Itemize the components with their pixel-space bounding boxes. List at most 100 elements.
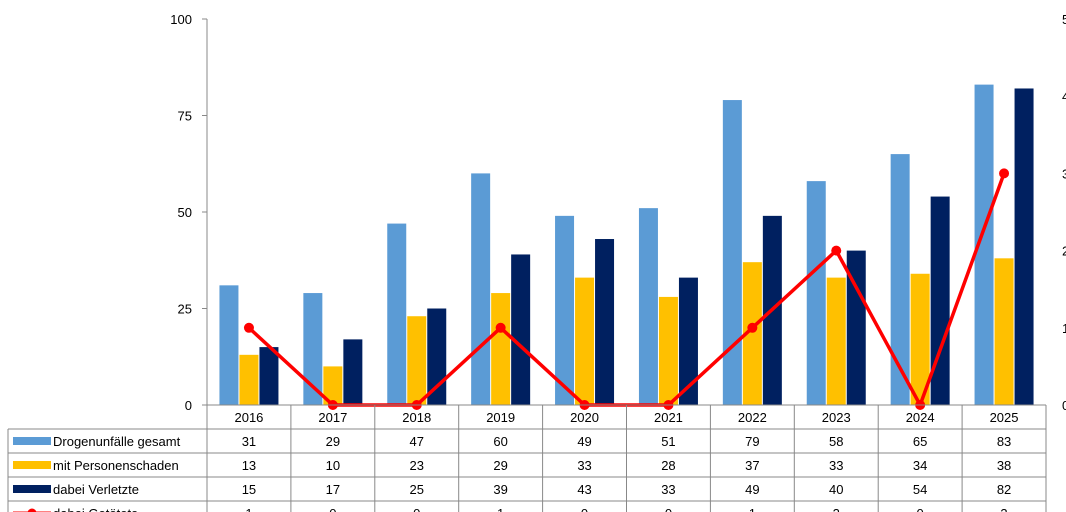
bar xyxy=(555,215,575,405)
right-tick-label: 3 xyxy=(1062,166,1066,181)
table-value: 34 xyxy=(913,458,927,473)
table-value: 33 xyxy=(577,458,591,473)
table-value: 47 xyxy=(410,434,424,449)
left-tick-label: 50 xyxy=(178,205,192,220)
left-tick-label: 25 xyxy=(178,302,192,317)
bar xyxy=(387,223,407,405)
bar xyxy=(1014,88,1034,405)
table-value: 39 xyxy=(493,482,507,497)
table-value: 3 xyxy=(1000,506,1007,512)
table-value: 83 xyxy=(997,434,1011,449)
line-point xyxy=(831,245,842,256)
table-value: 31 xyxy=(242,434,256,449)
category-label: 2016 xyxy=(234,410,263,425)
table-value: 65 xyxy=(913,434,927,449)
category-label: 2022 xyxy=(738,410,767,425)
category-label: 2023 xyxy=(822,410,851,425)
line-point xyxy=(495,322,506,333)
left-tick-label: 0 xyxy=(185,398,192,413)
bar xyxy=(239,354,259,405)
bar xyxy=(595,239,615,405)
table-value: 43 xyxy=(577,482,591,497)
table-value: 38 xyxy=(997,458,1011,473)
right-tick-label: 1 xyxy=(1062,321,1066,336)
bar xyxy=(323,366,343,405)
category-label: 2024 xyxy=(906,410,935,425)
bar xyxy=(994,258,1014,405)
bar xyxy=(806,181,826,405)
table-value: 51 xyxy=(661,434,675,449)
table-value: 17 xyxy=(326,482,340,497)
line-point xyxy=(747,322,758,333)
bar xyxy=(678,277,698,405)
table-value: 28 xyxy=(661,458,675,473)
bars xyxy=(219,84,1034,406)
category-label: 2018 xyxy=(402,410,431,425)
table-value: 54 xyxy=(913,482,927,497)
category-label: 2020 xyxy=(570,410,599,425)
table-value: 0 xyxy=(413,506,420,512)
table-value: 40 xyxy=(829,482,843,497)
bar xyxy=(826,277,846,405)
line-point xyxy=(243,322,254,333)
table-value: 2 xyxy=(833,506,840,512)
bar xyxy=(638,208,658,405)
right-tick-label: 0 xyxy=(1062,398,1066,413)
table-value: 0 xyxy=(665,506,672,512)
series-name: mit Personenschaden xyxy=(53,458,179,473)
left-axis: 0 25 50 75 100 xyxy=(170,12,208,413)
table-value: 13 xyxy=(242,458,256,473)
bar xyxy=(722,100,742,405)
bar xyxy=(930,196,950,405)
right-tick-label: 4 xyxy=(1062,89,1066,104)
bar xyxy=(511,254,531,405)
table-value: 79 xyxy=(745,434,759,449)
table-value: 10 xyxy=(326,458,340,473)
legend-marker xyxy=(27,508,37,512)
bar xyxy=(658,296,678,405)
right-tick-label: 5 xyxy=(1062,12,1066,27)
legend-swatch xyxy=(13,461,51,469)
series-name: dabei Verletzte xyxy=(53,482,139,497)
category-label: 2021 xyxy=(654,410,683,425)
table-value: 1 xyxy=(497,506,504,512)
bar xyxy=(910,273,930,405)
table-value: 49 xyxy=(745,482,759,497)
bar xyxy=(491,293,511,405)
right-tick-label: 2 xyxy=(1062,244,1066,259)
bar xyxy=(846,250,866,405)
bar xyxy=(219,285,239,405)
table-value: 0 xyxy=(917,506,924,512)
bar xyxy=(742,262,762,405)
legend-swatch xyxy=(13,437,51,445)
table-value: 1 xyxy=(749,506,756,512)
data-table: 2016 2017 2018 2019 2020 2021 2022 2023 2024 2025… xyxy=(7,404,1047,512)
table-value: 82 xyxy=(997,482,1011,497)
series-name: dabei Getötete xyxy=(53,506,138,512)
table-value: 0 xyxy=(581,506,588,512)
series-name: Drogenunfälle gesamt xyxy=(53,434,181,449)
line-point xyxy=(999,168,1010,179)
category-label: 2025 xyxy=(990,410,1019,425)
category-label: 2019 xyxy=(486,410,515,425)
left-tick-label: 75 xyxy=(178,109,192,124)
table-value: 60 xyxy=(493,434,507,449)
table-value: 23 xyxy=(410,458,424,473)
table-value: 49 xyxy=(577,434,591,449)
table-value: 33 xyxy=(661,482,675,497)
bar xyxy=(259,347,279,405)
table-value: 15 xyxy=(242,482,256,497)
table-value: 37 xyxy=(745,458,759,473)
table-value: 25 xyxy=(410,482,424,497)
bar xyxy=(343,339,363,405)
left-tick-label: 100 xyxy=(170,12,192,27)
table-value: 58 xyxy=(829,434,843,449)
bar xyxy=(471,173,491,405)
bar xyxy=(974,84,994,406)
table-value: 0 xyxy=(329,506,336,512)
category-label: 2017 xyxy=(318,410,347,425)
table-value: 1 xyxy=(245,506,252,512)
right-axis: 0 1 2 3 4 5 xyxy=(1062,12,1066,413)
legend-swatch xyxy=(13,485,51,493)
